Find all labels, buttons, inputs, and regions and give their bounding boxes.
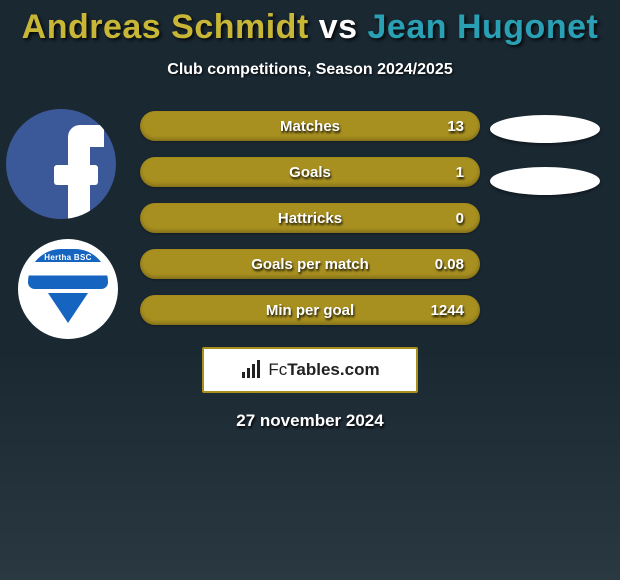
stat-label: Matches	[280, 118, 340, 135]
club-badge-inner: Hertha BSC	[28, 249, 108, 329]
stat-row: Goals 1	[140, 157, 480, 187]
stat-value: 0	[456, 210, 464, 227]
stat-value: 0.08	[435, 256, 464, 273]
marker-ellipse	[490, 167, 600, 195]
club-flag: Hertha BSC	[28, 249, 108, 289]
club-label: Hertha BSC	[28, 253, 108, 262]
stat-value: 1	[456, 164, 464, 181]
player1-name: Andreas Schmidt	[22, 8, 309, 46]
stat-value: 13	[447, 118, 464, 135]
stat-row: Goals per match 0.08	[140, 249, 480, 279]
stats-area: Hertha BSC Matches 13 Goals 1 Hattricks 0 Goal…	[0, 109, 620, 339]
snapshot-date: 27 november 2024	[0, 411, 620, 431]
club-pennant	[48, 293, 88, 323]
brand-text: FcTables.com	[268, 360, 379, 380]
stat-row: Matches 13	[140, 111, 480, 141]
facebook-icon	[54, 165, 98, 185]
stat-value: 1244	[431, 302, 464, 319]
stat-row: Min per goal 1244	[140, 295, 480, 325]
stat-label: Goals per match	[251, 256, 369, 273]
source-badge: FcTables.com	[202, 347, 418, 393]
bars-icon	[240, 360, 262, 380]
stat-row: Hattricks 0	[140, 203, 480, 233]
subtitle: Club competitions, Season 2024/2025	[0, 61, 620, 79]
player1-avatar	[6, 109, 116, 219]
stat-label: Goals	[289, 164, 331, 181]
player2-markers	[490, 115, 600, 219]
stat-label: Hattricks	[278, 210, 342, 227]
club-badge: Hertha BSC	[18, 239, 118, 339]
vs-separator: vs	[319, 8, 358, 46]
stat-label: Min per goal	[266, 302, 354, 319]
stat-rows: Matches 13 Goals 1 Hattricks 0 Goals per match…	[140, 111, 480, 341]
brand-prefix: Fc	[268, 360, 287, 379]
marker-ellipse	[490, 115, 600, 143]
comparison-title: Andreas Schmidt vs Jean Hugonet	[0, 0, 620, 47]
player2-name: Jean Hugonet	[368, 8, 599, 46]
brand-suffix: Tables.com	[287, 360, 379, 379]
